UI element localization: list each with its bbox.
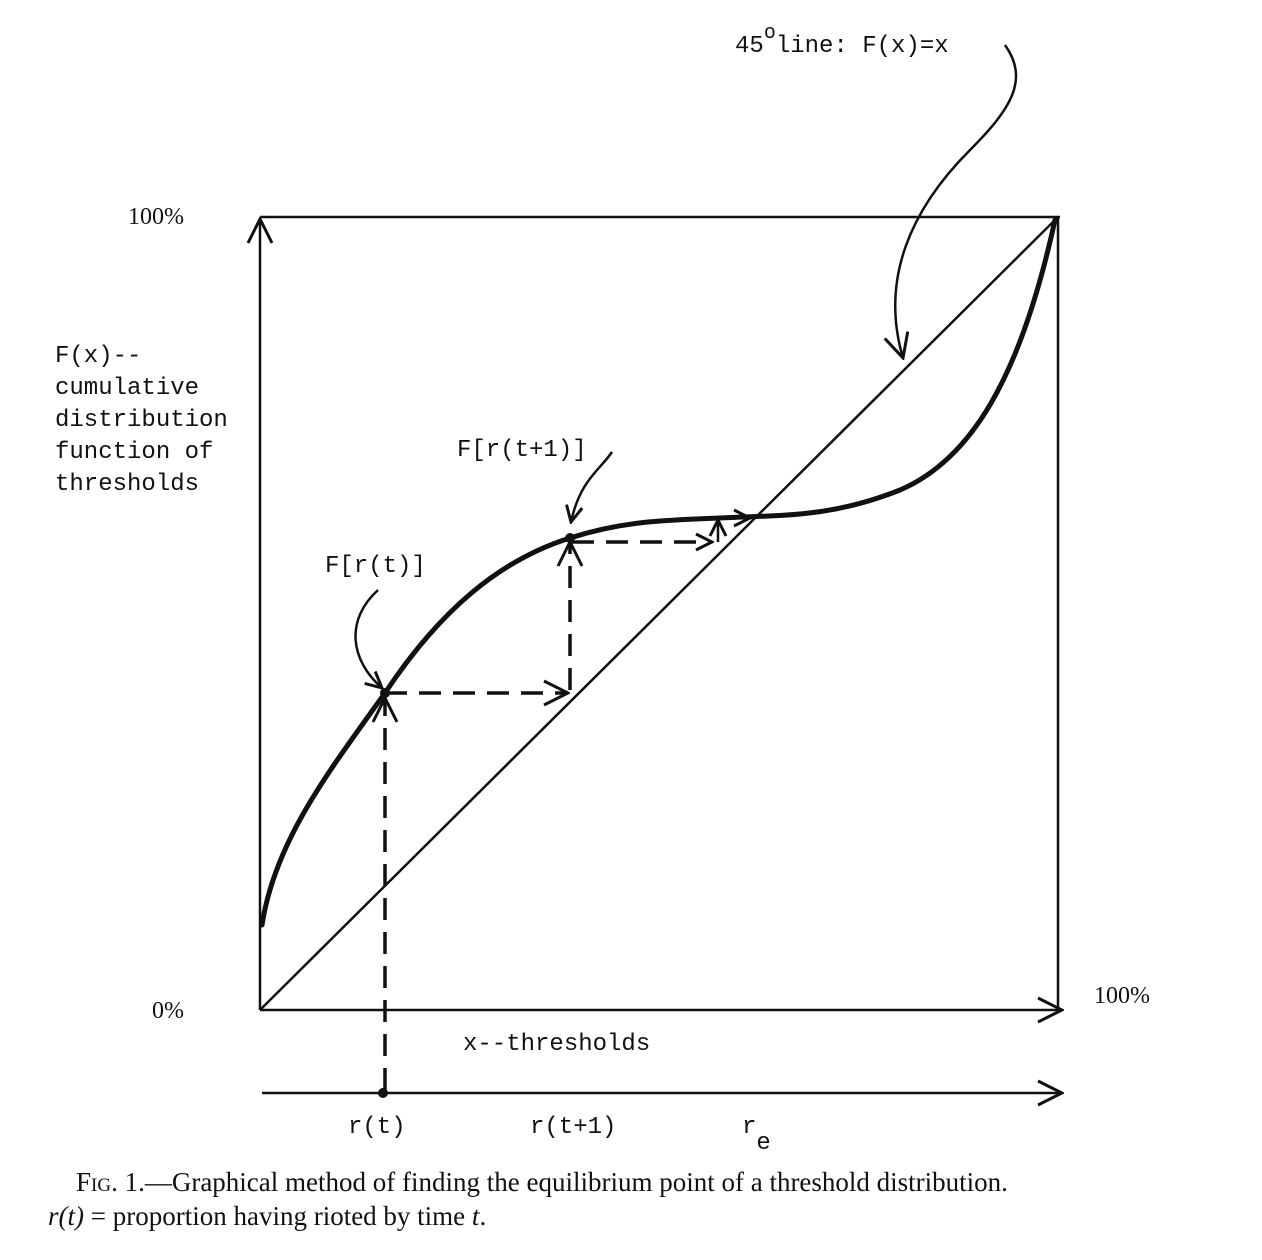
caption: r(t) = proportion having rioted by time … — [48, 1201, 486, 1231]
text: F(x)-- — [55, 343, 141, 370]
text: t — [472, 1201, 481, 1231]
y-bottom-label: 0% — [152, 998, 184, 1024]
text: 45 — [735, 33, 764, 60]
diagonal-45 — [259, 216, 1059, 1011]
pointer — [895, 44, 1018, 358]
text: o — [764, 22, 776, 45]
r-label: r(t) — [348, 1114, 406, 1141]
text: cumulative — [55, 375, 199, 402]
point — [565, 533, 575, 543]
line-label: 45oline: F(x)=x — [735, 22, 949, 60]
text: thresholds — [55, 471, 199, 498]
x-axis-label: x--thresholds — [463, 1031, 650, 1058]
caption: Fig. 1.—Graphical method of finding the … — [76, 1167, 1008, 1197]
pointer — [571, 451, 614, 522]
y-axis-label: F(x)-- cumulative distribution function … — [55, 343, 228, 498]
text: Fig. 1. — [76, 1167, 145, 1197]
point-label: F[r(t+1)] — [457, 437, 587, 464]
text: e — [756, 1130, 770, 1157]
text: —Graphical method of finding the equilib… — [144, 1167, 1008, 1197]
text: . — [479, 1201, 486, 1231]
y-top-label: 100% — [128, 204, 184, 230]
r-point — [378, 1088, 388, 1098]
text: r — [742, 1114, 756, 1141]
x-right-label: 100% — [1094, 983, 1150, 1009]
text: = proportion having rioted by time — [84, 1201, 472, 1231]
text: distribution — [55, 407, 228, 434]
pointer — [354, 589, 382, 688]
text: r(t) — [48, 1201, 84, 1231]
r-label: r(t+1) — [530, 1114, 616, 1141]
text: function of — [55, 439, 213, 466]
text: line: F(x)=x — [776, 33, 949, 60]
r-label: re — [742, 1114, 771, 1157]
point-label: F[r(t)] — [325, 553, 426, 580]
point — [380, 688, 390, 698]
cdf-curve — [259, 217, 1058, 928]
